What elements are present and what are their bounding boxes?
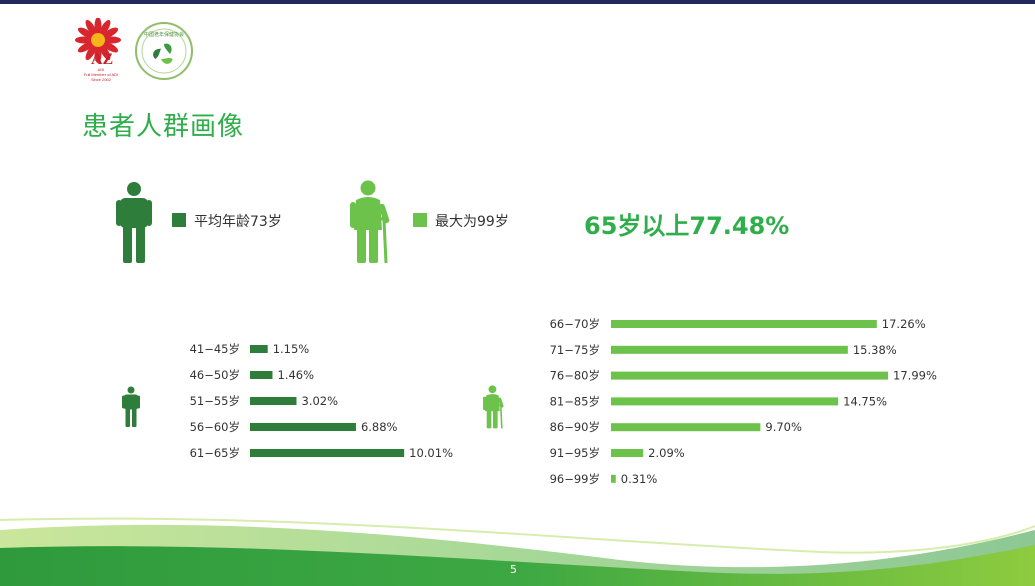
bar bbox=[611, 449, 644, 457]
over-65-highlight: 65岁以上77.48% bbox=[584, 212, 790, 240]
bar bbox=[250, 371, 273, 379]
bar bbox=[611, 320, 877, 328]
adi-logo: AZ ADI Full Member of ADI Since 2002 bbox=[75, 18, 121, 82]
bar bbox=[611, 371, 889, 380]
value-label: 2.09% bbox=[648, 446, 685, 460]
avg-age-legend-swatch bbox=[172, 213, 186, 227]
value-label: 17.99% bbox=[893, 369, 937, 383]
max-age-label: 最大为99岁 bbox=[435, 214, 509, 230]
association-logo-text: 中国老年保健协会 bbox=[144, 31, 184, 38]
category-label: 51−55岁 bbox=[190, 394, 240, 408]
bar bbox=[611, 345, 848, 354]
value-label: 10.01% bbox=[409, 446, 453, 460]
category-label: 56−60岁 bbox=[190, 420, 240, 434]
bar bbox=[250, 397, 297, 405]
elderly-person-with-cane-icon bbox=[350, 180, 390, 264]
bar bbox=[611, 474, 616, 483]
person-icon bbox=[116, 182, 152, 263]
association-logo: 中国老年保健协会 bbox=[135, 22, 193, 80]
page-number: 5 bbox=[510, 563, 517, 576]
category-label: 81−85岁 bbox=[550, 394, 600, 408]
adi-logo-line2: Full Member of ADI bbox=[84, 72, 118, 77]
category-label: 71−75岁 bbox=[550, 343, 600, 357]
category-label: 76−80岁 bbox=[550, 369, 600, 383]
value-label: 17.26% bbox=[882, 317, 926, 331]
value-label: 1.15% bbox=[273, 342, 310, 356]
value-label: 3.02% bbox=[302, 394, 339, 408]
value-label: 14.75% bbox=[843, 394, 887, 408]
category-label: 46−50岁 bbox=[190, 368, 240, 382]
category-label: 66−70岁 bbox=[550, 317, 600, 331]
avg-age-label: 平均年龄73岁 bbox=[194, 214, 282, 230]
slide-title: 患者人群画像 bbox=[82, 112, 245, 142]
bar bbox=[250, 345, 268, 353]
value-label: 15.38% bbox=[853, 343, 897, 357]
category-label: 86−90岁 bbox=[550, 420, 600, 434]
bar bbox=[250, 423, 356, 431]
adi-logo-line1: ADI bbox=[98, 67, 105, 72]
category-label: 41−45岁 bbox=[190, 342, 240, 356]
value-label: 0.31% bbox=[621, 472, 658, 486]
value-label: 6.88% bbox=[361, 420, 398, 434]
small-person-icon bbox=[122, 386, 140, 427]
category-label: 91−95岁 bbox=[550, 446, 600, 460]
bar bbox=[250, 449, 405, 457]
category-label: 96−99岁 bbox=[550, 472, 600, 486]
value-label: 9.70% bbox=[765, 420, 802, 434]
value-label: 1.46% bbox=[277, 368, 314, 382]
max-age-legend-swatch bbox=[413, 213, 427, 227]
top-bar bbox=[0, 0, 1035, 4]
adi-logo-line3: Since 2002 bbox=[91, 77, 112, 82]
small-elderly-person-icon bbox=[483, 385, 504, 429]
svg-text:AZ: AZ bbox=[91, 51, 113, 68]
category-label: 61−65岁 bbox=[190, 446, 240, 460]
bar bbox=[611, 397, 839, 406]
bar bbox=[611, 423, 761, 432]
